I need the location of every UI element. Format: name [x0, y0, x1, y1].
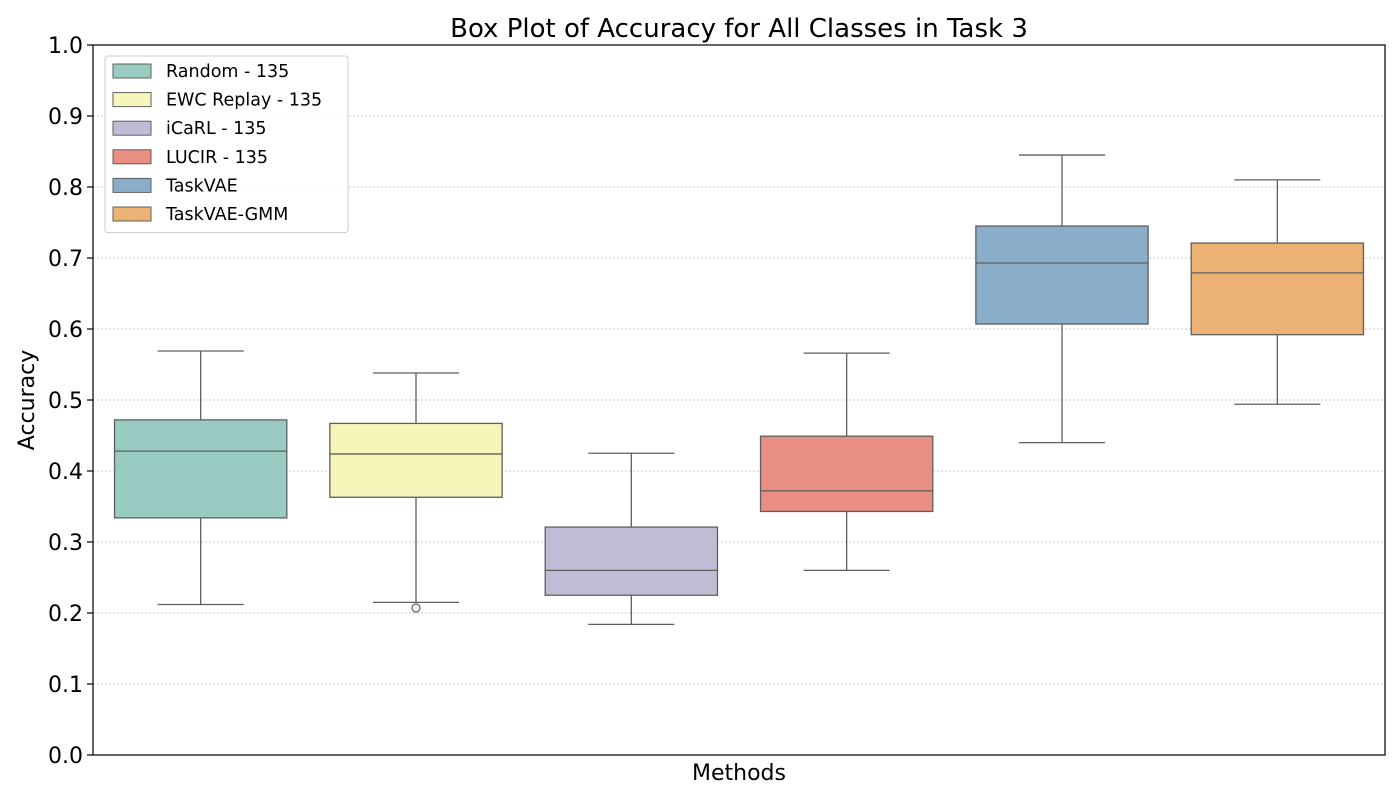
- y-tick-label: 0.9: [48, 105, 83, 130]
- box-group: [759, 352, 934, 572]
- x-axis-label: Methods: [692, 761, 786, 786]
- box-iqr: [329, 422, 503, 498]
- box-group: [113, 350, 288, 606]
- legend: Random - 135 EWC Replay - 135 iCaRL - 135 L…: [104, 55, 349, 234]
- box-series: [113, 154, 1365, 626]
- box-group: [1190, 179, 1365, 405]
- box-group: [544, 452, 719, 626]
- legend-label: LUCIR - 135: [166, 148, 268, 168]
- legend-label: iCaRL - 135: [166, 119, 267, 139]
- chart-title: Box Plot of Accuracy for All Classes in …: [450, 14, 1028, 44]
- y-axis-ticks: 0.0 0.1 0.2 0.3 0.4 0.5 0.6 0.7 0.8 0.9 1.0: [48, 34, 93, 769]
- legend-label: TaskVAE: [165, 176, 238, 196]
- y-tick-label: 0.2: [48, 602, 83, 627]
- box-group: [975, 154, 1149, 444]
- y-tick-label: 0.6: [48, 318, 83, 343]
- legend-label: EWC Replay - 135: [166, 91, 322, 111]
- y-tick-label: 1.0: [48, 34, 83, 59]
- box-iqr: [759, 435, 934, 513]
- legend-label: TaskVAE-GMM: [165, 205, 288, 225]
- box-iqr: [113, 419, 288, 519]
- legend-swatch: [112, 63, 152, 79]
- box-group: [329, 372, 503, 613]
- legend-swatch: [112, 120, 152, 136]
- y-tick-label: 0.3: [48, 531, 83, 556]
- legend-swatch: [112, 92, 152, 108]
- y-axis-label: Accuracy: [15, 350, 40, 450]
- legend-swatch: [112, 177, 152, 193]
- box-iqr: [544, 526, 719, 596]
- plot-frame: [92, 44, 1386, 756]
- grid-lines: [93, 115, 1385, 685]
- outlier-point: [411, 603, 421, 613]
- y-tick-label: 0.7: [48, 247, 83, 272]
- y-tick-label: 0.0: [48, 744, 83, 769]
- y-tick-label: 0.1: [48, 673, 83, 698]
- legend-swatch: [112, 149, 152, 165]
- box-iqr: [1190, 242, 1365, 336]
- y-tick-label: 0.8: [48, 176, 83, 201]
- box-iqr: [975, 225, 1149, 325]
- legend-swatch: [112, 206, 152, 222]
- y-tick-label: 0.4: [48, 460, 83, 485]
- legend-label: Random - 135: [166, 62, 289, 82]
- y-tick-label: 0.5: [48, 389, 83, 414]
- legend-box: [104, 55, 349, 234]
